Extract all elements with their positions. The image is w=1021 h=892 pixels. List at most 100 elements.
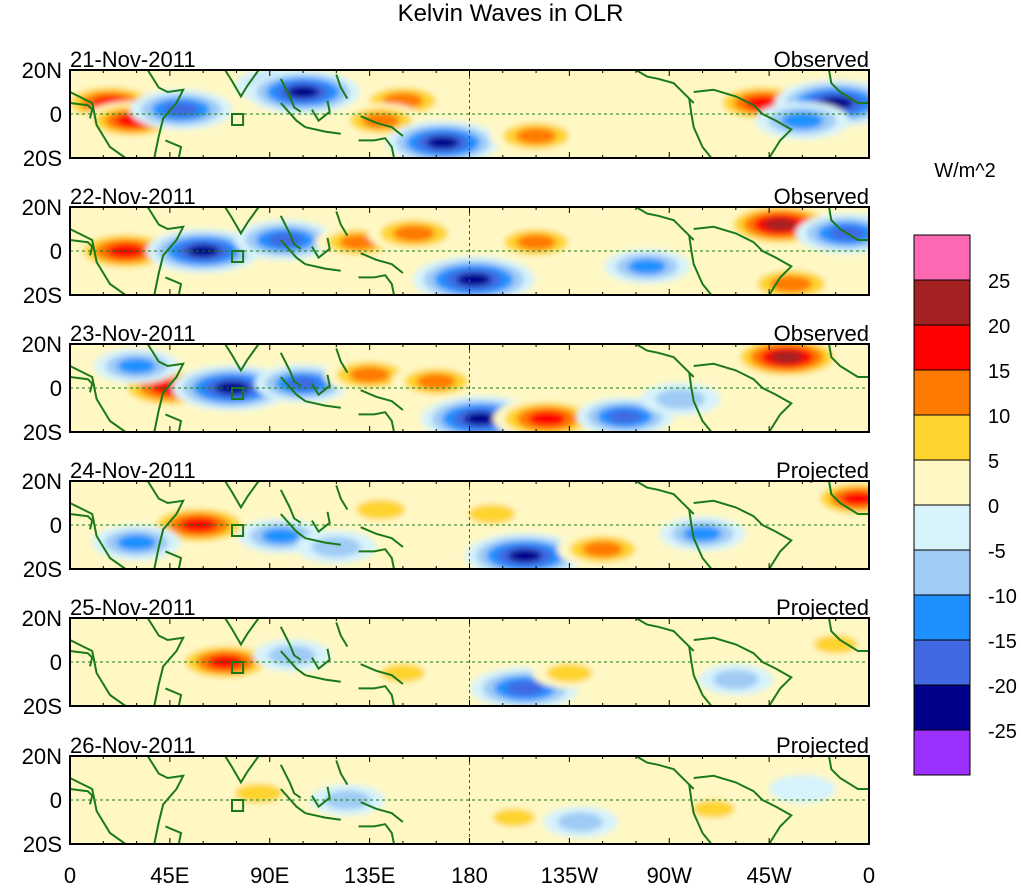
y-tick-label: 20N xyxy=(22,744,62,769)
coastline xyxy=(311,237,331,260)
anomaly-contour xyxy=(770,350,804,364)
coastline xyxy=(635,344,695,378)
anomaly-contour xyxy=(608,409,642,424)
anomaly-contour xyxy=(380,663,425,683)
panel-label: Observed xyxy=(774,321,869,346)
anomaly-contour xyxy=(515,127,557,145)
colorbar-label: -20 xyxy=(988,676,1017,698)
coastline xyxy=(360,115,404,137)
anomaly-contour xyxy=(356,499,406,520)
coastline xyxy=(165,687,183,706)
coastline xyxy=(279,489,302,524)
y-tick-label: 20N xyxy=(22,195,62,220)
anomaly-contour xyxy=(546,663,593,683)
coastline xyxy=(146,70,185,158)
anomaly-contour xyxy=(467,504,516,524)
region-box xyxy=(231,524,245,537)
anomaly-contour xyxy=(516,234,556,251)
region-box xyxy=(231,250,245,263)
panel-4: 20N 0 20S 24-Nov-2011 Projected xyxy=(22,458,870,582)
colorbar: 25 20 15 10 5 0 -5 -10 -15 -20 -25 W/m^2 xyxy=(913,160,1017,776)
coastline xyxy=(311,374,331,397)
colorbar-label: 10 xyxy=(988,406,1010,428)
coastline xyxy=(223,618,262,647)
anomaly-contour xyxy=(286,85,320,99)
y-tick-label: 0 xyxy=(50,788,62,813)
colorbar-swatch xyxy=(913,459,971,506)
coastline xyxy=(828,344,869,378)
colorbar-units: W/m^2 xyxy=(934,160,996,182)
anomaly-contour xyxy=(349,366,390,383)
coastline xyxy=(688,509,713,569)
anomaly-contour xyxy=(339,234,378,250)
x-tick-label: 90W xyxy=(647,863,692,887)
anomaly-contour xyxy=(426,136,460,149)
panel-date: 23-Nov-2011 xyxy=(70,321,196,346)
coastline xyxy=(360,663,404,685)
coastline xyxy=(635,207,695,241)
coastline xyxy=(70,91,127,158)
coastline xyxy=(360,252,404,274)
coastline xyxy=(828,618,869,652)
x-tick-label: 135E xyxy=(344,863,395,887)
coastline xyxy=(223,344,262,373)
coastline xyxy=(635,618,695,652)
colorbar-swatch xyxy=(913,684,971,731)
panel-label: Observed xyxy=(774,184,869,209)
coastline xyxy=(70,228,127,295)
coastline xyxy=(146,756,185,844)
anomaly-field xyxy=(125,774,836,838)
panel-date: 21-Nov-2011 xyxy=(70,47,196,72)
coastline xyxy=(70,102,94,119)
anomaly-contour xyxy=(628,258,667,275)
coastline xyxy=(358,137,395,158)
region-box xyxy=(231,113,245,126)
coastline xyxy=(146,481,185,569)
anomaly-contour xyxy=(456,272,492,287)
panel-date: 24-Nov-2011 xyxy=(70,458,196,483)
colorbar-label: 20 xyxy=(988,316,1010,338)
coastline xyxy=(223,756,262,785)
coastline xyxy=(688,784,713,844)
panel-label: Projected xyxy=(776,733,869,758)
anomaly-contour xyxy=(492,808,536,827)
coastline xyxy=(279,352,302,387)
coastline xyxy=(70,365,127,432)
coastline xyxy=(146,618,185,706)
y-tick-label: 20N xyxy=(22,58,62,83)
coastline xyxy=(360,389,404,411)
y-tick-label: 20S xyxy=(23,283,62,308)
y-tick-label: 20S xyxy=(23,146,62,171)
coastline xyxy=(311,100,331,123)
coastline xyxy=(335,760,349,786)
panel-label: Projected xyxy=(776,458,869,483)
x-tick-label: 0 xyxy=(863,863,875,887)
coastline xyxy=(358,274,395,295)
region-box xyxy=(231,799,245,812)
coastline xyxy=(165,139,183,158)
anomaly-contour xyxy=(683,526,722,542)
colorbar-label: -25 xyxy=(988,721,1017,743)
coastline xyxy=(688,235,713,295)
anomaly-contour xyxy=(234,783,283,804)
coastline xyxy=(70,513,94,530)
coastline xyxy=(311,511,331,534)
y-tick-label: 20S xyxy=(23,832,62,857)
x-tick-label: 180 xyxy=(451,863,488,887)
coastlines xyxy=(70,481,869,569)
y-tick-label: 0 xyxy=(50,513,62,538)
coastline xyxy=(335,485,349,511)
colorbar-swatch xyxy=(913,234,971,281)
anomaly-contour xyxy=(507,549,543,563)
coastline xyxy=(223,207,262,236)
coastline xyxy=(305,126,341,135)
coastline xyxy=(335,348,349,374)
anomaly-contour xyxy=(125,790,192,819)
colorbar-swatch xyxy=(913,324,971,371)
coastline xyxy=(280,102,306,129)
x-tick-label: 45E xyxy=(150,863,189,887)
coastline xyxy=(146,207,185,295)
coastline xyxy=(828,207,869,241)
